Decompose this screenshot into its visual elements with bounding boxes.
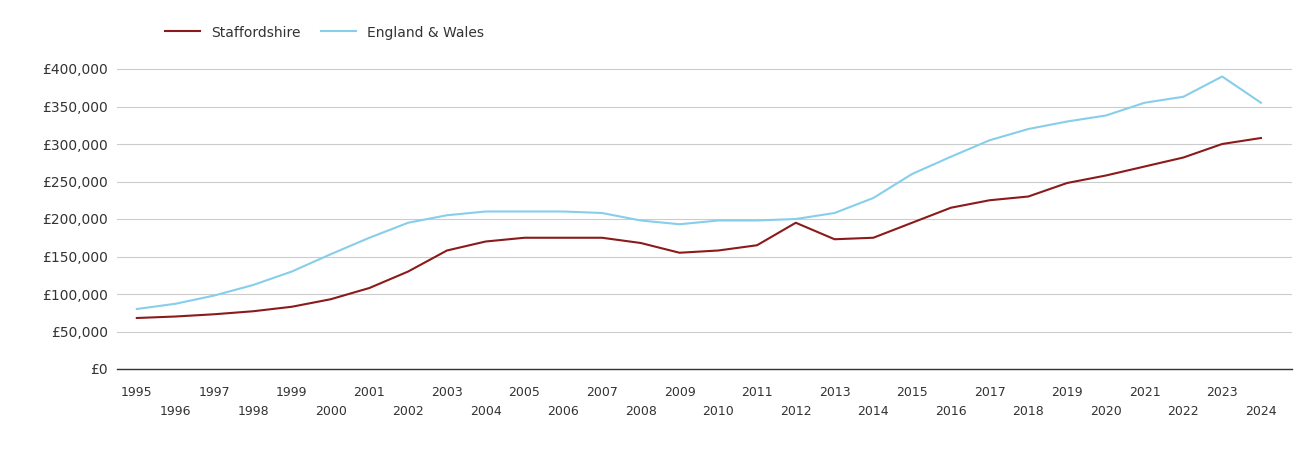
England & Wales [517,209,532,214]
England & Wales [129,306,145,312]
Text: 1997: 1997 [198,386,230,399]
Staffordshire [981,198,997,203]
Text: 2020: 2020 [1090,405,1122,418]
Staffordshire [129,315,145,321]
England & Wales [1098,113,1113,118]
Text: 1999: 1999 [277,386,308,399]
Staffordshire [710,248,726,253]
Line: Staffordshire: Staffordshire [137,138,1261,318]
England & Wales [245,282,261,288]
England & Wales [206,293,222,298]
Staffordshire [478,239,493,244]
England & Wales [361,235,377,240]
Staffordshire [438,248,454,253]
Text: 2005: 2005 [509,386,540,399]
England & Wales [749,218,765,223]
Text: 2011: 2011 [741,386,773,399]
Text: 2003: 2003 [431,386,463,399]
Text: 2006: 2006 [547,405,579,418]
Staffordshire [865,235,881,240]
Staffordshire [517,235,532,240]
Text: 2016: 2016 [934,405,967,418]
Text: 2000: 2000 [315,405,347,418]
Staffordshire [944,205,959,211]
Text: 2014: 2014 [857,405,889,418]
Staffordshire [1215,141,1231,147]
Text: 1998: 1998 [238,405,269,418]
Staffordshire [284,304,300,310]
Staffordshire [904,220,920,225]
Line: England & Wales: England & Wales [137,76,1261,309]
Staffordshire [1060,180,1075,186]
England & Wales [478,209,493,214]
Staffordshire [1021,194,1036,199]
Text: 2017: 2017 [974,386,1005,399]
Staffordshire [168,314,184,319]
England & Wales [1253,100,1268,105]
Text: 2004: 2004 [470,405,501,418]
Text: 1995: 1995 [121,386,153,399]
England & Wales [1021,126,1036,132]
England & Wales [710,218,726,223]
England & Wales [438,212,454,218]
Text: 2019: 2019 [1052,386,1083,399]
England & Wales [865,195,881,201]
Text: 2018: 2018 [1013,405,1044,418]
Text: 2015: 2015 [897,386,928,399]
England & Wales [401,220,416,225]
England & Wales [672,221,688,227]
Text: 2008: 2008 [625,405,656,418]
Staffordshire [633,240,649,246]
England & Wales [168,301,184,306]
Text: 2009: 2009 [664,386,696,399]
Text: 2002: 2002 [393,405,424,418]
Text: 2001: 2001 [354,386,385,399]
England & Wales [594,210,609,216]
England & Wales [284,269,300,274]
England & Wales [1176,94,1191,99]
Staffordshire [206,311,222,317]
England & Wales [904,171,920,177]
England & Wales [556,209,572,214]
England & Wales [1060,119,1075,124]
Staffordshire [1137,164,1152,169]
England & Wales [322,252,338,257]
Staffordshire [827,237,843,242]
Text: 2021: 2021 [1129,386,1160,399]
Staffordshire [361,285,377,291]
Text: 2012: 2012 [780,405,812,418]
Staffordshire [672,250,688,256]
England & Wales [788,216,804,222]
Staffordshire [788,220,804,225]
Text: 2010: 2010 [702,405,735,418]
Staffordshire [556,235,572,240]
England & Wales [1137,100,1152,105]
Text: 2007: 2007 [586,386,617,399]
England & Wales [827,210,843,216]
Staffordshire [322,297,338,302]
Text: 2023: 2023 [1206,386,1238,399]
Text: 2013: 2013 [818,386,851,399]
Staffordshire [1253,135,1268,141]
Staffordshire [1176,155,1191,160]
Staffordshire [594,235,609,240]
Staffordshire [749,243,765,248]
England & Wales [944,154,959,159]
Text: 2024: 2024 [1245,405,1276,418]
Staffordshire [401,269,416,274]
Text: 2022: 2022 [1168,405,1199,418]
Legend: Staffordshire, England & Wales: Staffordshire, England & Wales [159,20,489,45]
England & Wales [981,138,997,143]
England & Wales [633,218,649,223]
Staffordshire [1098,173,1113,178]
Text: 1996: 1996 [159,405,192,418]
Staffordshire [245,309,261,314]
England & Wales [1215,74,1231,79]
